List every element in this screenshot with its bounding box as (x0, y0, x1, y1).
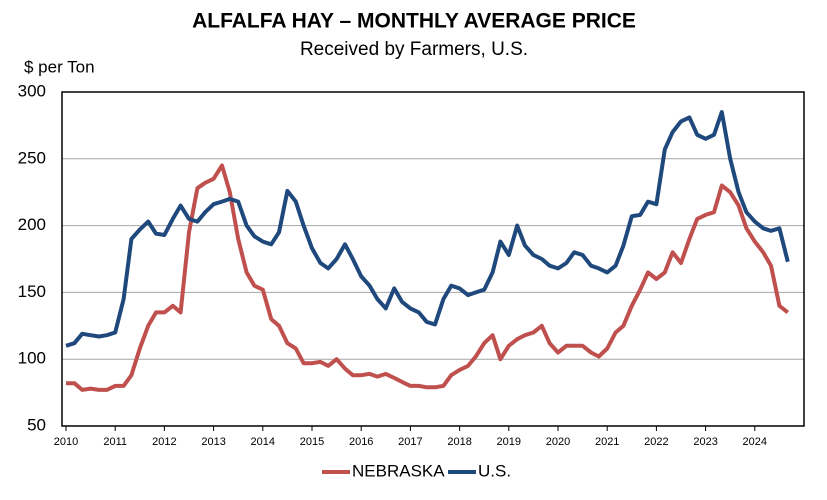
x-tick-label: 2014 (251, 436, 275, 448)
x-tick-label: 2021 (595, 436, 619, 448)
x-tick-label: 2017 (398, 436, 422, 448)
x-tick-label: 2019 (497, 436, 521, 448)
x-tick-label: 2013 (201, 436, 225, 448)
x-tick-label: 2022 (644, 436, 668, 448)
x-tick-label: 2011 (103, 436, 127, 448)
legend-label: NEBRASKA (352, 461, 445, 480)
y-tick-label: 200 (18, 215, 46, 234)
x-tick-label: 2010 (54, 436, 78, 448)
x-tick-label: 2016 (349, 436, 373, 448)
legend-label: U.S. (478, 461, 511, 480)
y-tick-label: 100 (18, 349, 46, 368)
series-line (66, 163, 790, 392)
chart-subtitle: Received by Farmers, U.S. (300, 39, 528, 60)
y-tick-label: 250 (18, 148, 46, 167)
y-tick-label: 50 (27, 415, 46, 434)
y-tick-label: 300 (18, 81, 46, 100)
series-line (65, 110, 790, 348)
y-axis-label: $ per Ton (24, 57, 95, 76)
chart-title: ALFALFA HAY – MONTHLY AVERAGE PRICE (192, 10, 636, 33)
x-tick-label: 2018 (447, 436, 471, 448)
x-tick-label: 2015 (300, 436, 324, 448)
x-tick-label: 2012 (152, 436, 176, 448)
y-tick-label: 150 (18, 282, 46, 301)
x-tick-label: 2020 (546, 436, 570, 448)
plot-frame (61, 91, 805, 427)
x-tick-label: 2023 (693, 436, 717, 448)
x-tick-label: 2024 (743, 436, 767, 448)
